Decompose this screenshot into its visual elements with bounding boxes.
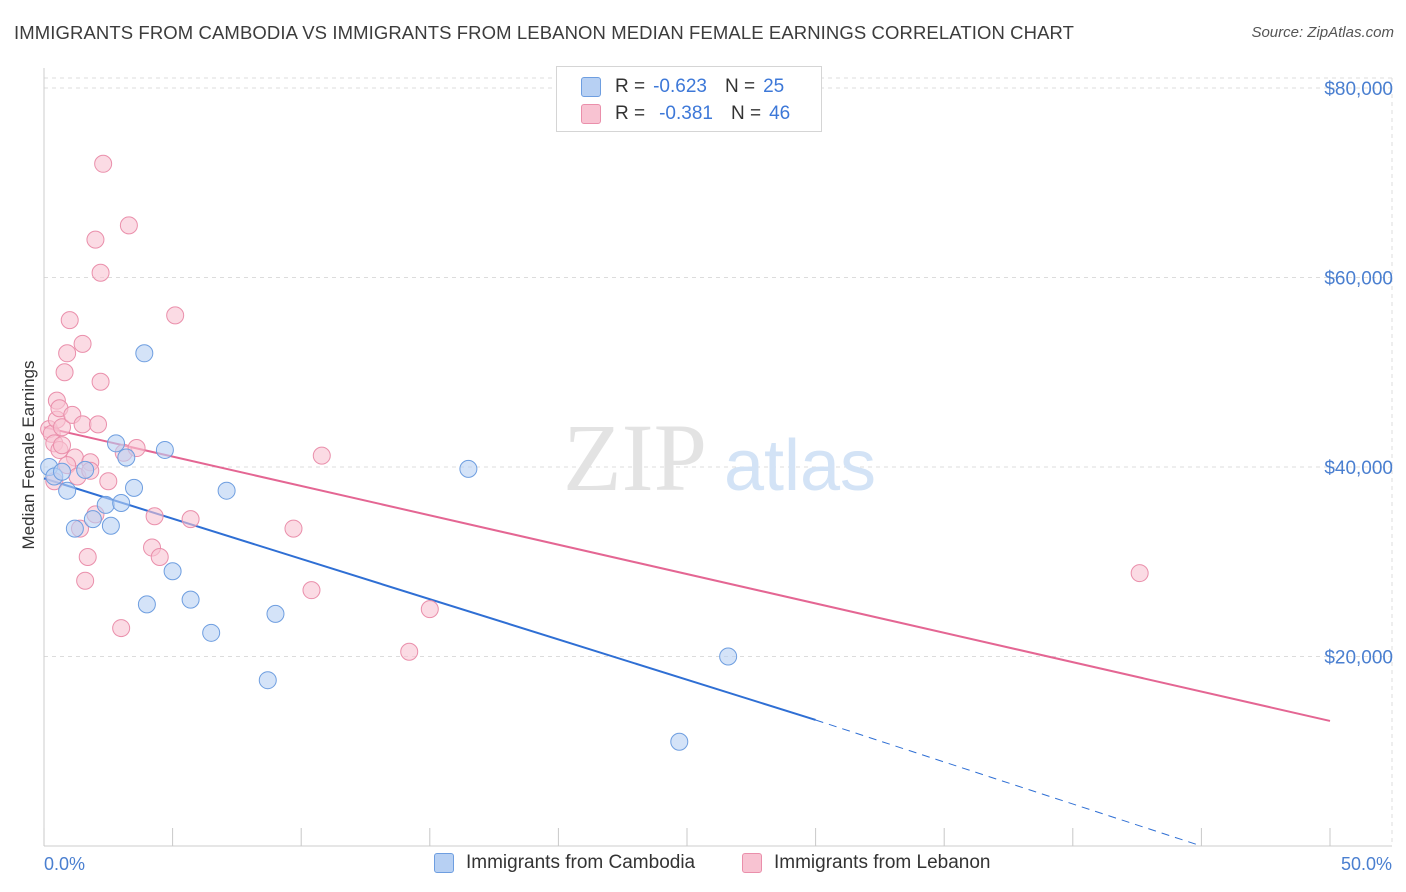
point-cambodia xyxy=(137,595,156,614)
point-lebanon xyxy=(312,446,331,465)
point-lebanon xyxy=(99,472,118,491)
point-cambodia xyxy=(112,494,131,513)
point-lebanon xyxy=(166,306,185,325)
source-credit: Source: ZipAtlas.com xyxy=(1251,24,1394,41)
series-legend-cambodia: Immigrants from Cambodia xyxy=(434,852,695,874)
point-lebanon xyxy=(60,311,79,330)
series-legend-lebanon: Immigrants from Lebanon xyxy=(742,852,991,874)
series-legend: Immigrants from Cambodia Immigrants from… xyxy=(0,852,1406,878)
point-lebanon xyxy=(94,154,113,173)
point-cambodia xyxy=(101,516,120,535)
point-lebanon xyxy=(119,216,138,235)
legend-swatch-lebanon xyxy=(581,104,601,124)
point-lebanon xyxy=(91,263,110,282)
point-cambodia xyxy=(107,434,126,453)
watermark-zip: ZIP xyxy=(563,404,707,511)
point-cambodia xyxy=(217,481,236,500)
y-tick-label: $60,000 xyxy=(1324,269,1393,290)
point-lebanon xyxy=(58,344,77,363)
point-lebanon xyxy=(91,372,110,391)
x-ticks xyxy=(43,828,1331,846)
point-lebanon xyxy=(78,548,97,567)
point-lebanon xyxy=(86,230,105,249)
point-cambodia xyxy=(117,448,136,467)
point-cambodia xyxy=(181,590,200,609)
series-swatch-lebanon xyxy=(742,853,762,873)
legend-swatch-cambodia xyxy=(581,77,601,97)
point-cambodia xyxy=(65,519,84,538)
trend-line-cambodia-extension xyxy=(815,719,1202,847)
trend-line-lebanon xyxy=(43,426,1331,722)
point-cambodia xyxy=(58,481,77,500)
point-cambodia xyxy=(459,459,478,478)
y-tick-label: $40,000 xyxy=(1324,458,1393,479)
legend-r-label: R = xyxy=(615,76,646,97)
trend-line-cambodia xyxy=(43,477,816,721)
point-cambodia xyxy=(83,510,102,529)
point-lebanon xyxy=(1130,564,1149,583)
legend-row-lebanon: R = -0.381 N = 46 xyxy=(581,101,790,127)
legend-n-value: 25 xyxy=(763,76,785,97)
data-points xyxy=(40,154,1149,751)
point-lebanon xyxy=(400,642,419,661)
point-lebanon xyxy=(73,334,92,353)
series-swatch-cambodia xyxy=(434,853,454,873)
x-tick-label-min: 0.0% xyxy=(44,854,85,874)
point-lebanon xyxy=(55,363,74,382)
point-cambodia xyxy=(202,623,221,642)
y-tick-label: $80,000 xyxy=(1324,79,1393,100)
series-label-lebanon: Immigrants from Lebanon xyxy=(774,852,991,873)
trend-lines xyxy=(43,426,1331,847)
point-lebanon xyxy=(145,507,164,526)
point-cambodia xyxy=(258,671,277,690)
legend-row-cambodia: R = -0.623 N = 25 xyxy=(581,74,784,100)
point-cambodia xyxy=(53,462,72,481)
point-cambodia xyxy=(96,495,115,514)
watermark-atlas: atlas xyxy=(724,426,876,506)
point-cambodia xyxy=(719,647,738,666)
x-tick-label-max: 50.0% xyxy=(1341,854,1392,874)
grid xyxy=(44,77,1393,846)
point-lebanon xyxy=(112,619,131,638)
point-cambodia xyxy=(163,562,182,581)
point-lebanon xyxy=(181,510,200,529)
point-cambodia xyxy=(125,478,144,497)
point-lebanon xyxy=(53,436,72,455)
point-lebanon xyxy=(53,418,72,437)
point-lebanon xyxy=(73,415,92,434)
y-tick-label: $20,000 xyxy=(1324,648,1393,669)
point-cambodia xyxy=(155,440,174,459)
legend-n-label: N = xyxy=(724,76,756,97)
legend-r-value: -0.381 xyxy=(659,103,713,124)
y-tick-labels: $20,000 $40,000 $60,000 $80,000 xyxy=(1324,79,1393,669)
point-lebanon xyxy=(89,415,108,434)
legend-n-value: 46 xyxy=(769,103,791,124)
legend-r-value: -0.623 xyxy=(653,76,707,97)
point-lebanon xyxy=(150,548,169,567)
point-cambodia xyxy=(266,604,285,623)
point-cambodia xyxy=(76,460,95,479)
y-axis-label: Median Female Earnings xyxy=(19,361,38,550)
point-lebanon xyxy=(284,519,303,538)
point-cambodia xyxy=(135,344,154,363)
point-lebanon xyxy=(76,571,95,590)
series-label-cambodia: Immigrants from Cambodia xyxy=(466,852,696,873)
point-lebanon xyxy=(302,581,321,600)
legend-n-label: N = xyxy=(730,103,762,124)
point-cambodia xyxy=(670,732,689,751)
legend-r-label: R = xyxy=(615,103,646,124)
correlation-legend: R = -0.623 N = 25 R = -0.381 N = 46 xyxy=(556,66,822,132)
chart-title: IMMIGRANTS FROM CAMBODIA VS IMMIGRANTS F… xyxy=(14,22,1075,43)
point-lebanon xyxy=(420,600,439,619)
